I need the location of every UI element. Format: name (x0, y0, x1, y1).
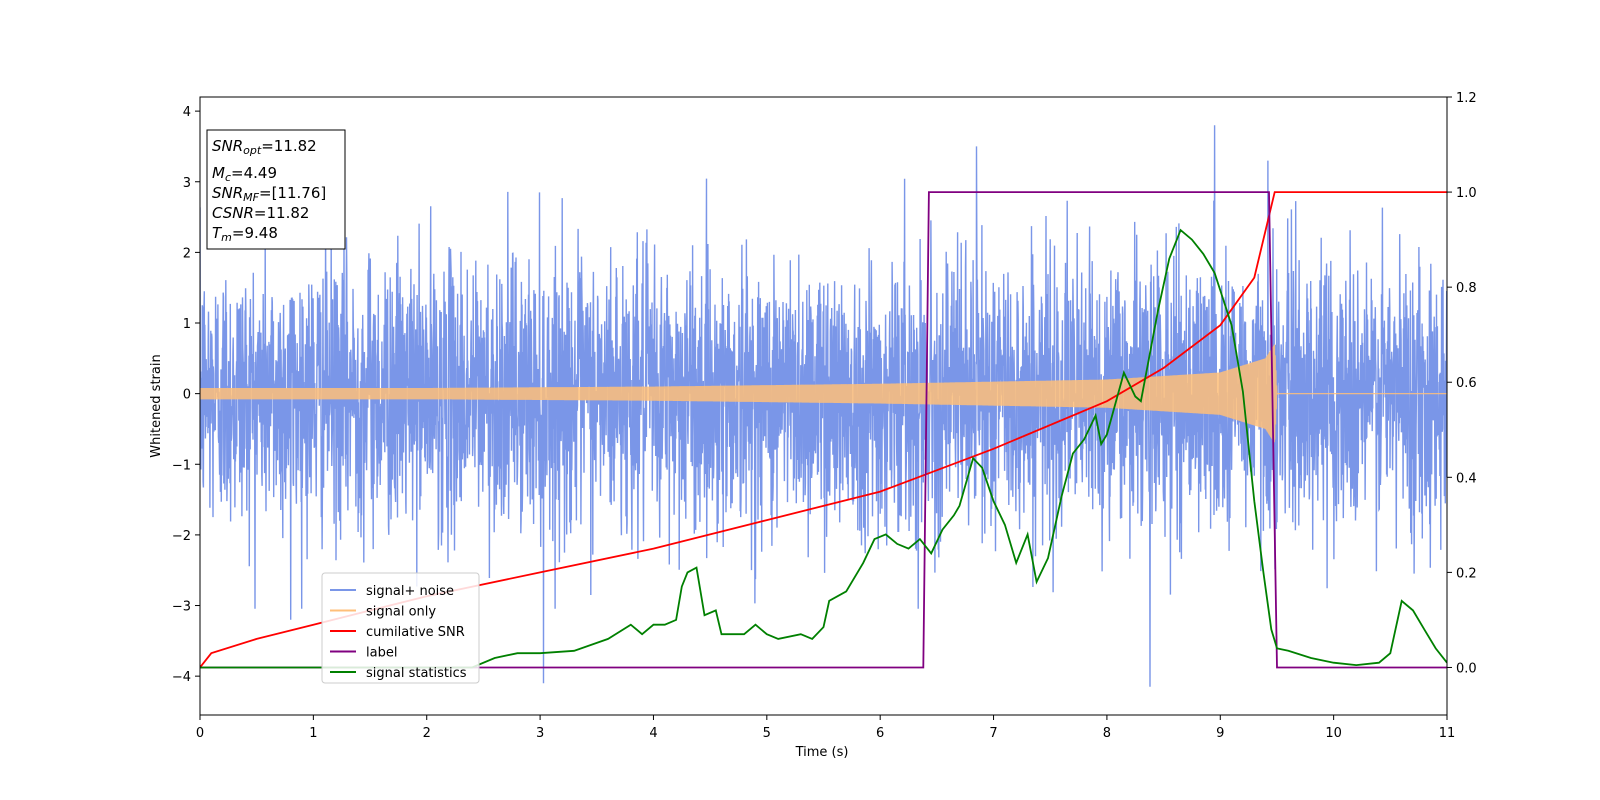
y-left-tick-label: −4 (172, 670, 191, 685)
y-left-tick-label: 4 (183, 105, 191, 120)
series-layer (200, 125, 1447, 687)
legend-entry: signal only (366, 605, 436, 620)
y-left-tick-label: 2 (183, 246, 191, 261)
y-left-tick-label: −2 (172, 529, 191, 544)
info-csnr: CSNR=11.82 (212, 204, 309, 222)
series-signal-statistics (200, 228, 1447, 669)
y-left-tick-label: 0 (183, 388, 191, 403)
y-right-tick-label: 0.0 (1456, 661, 1477, 676)
x-tick-label: 2 (423, 726, 431, 741)
x-tick-label: 1 (309, 726, 317, 741)
x-tick-label: 3 (536, 726, 544, 741)
y-axis-left: 4 3 2 1 0 −1 −2 −3 −4 (172, 105, 200, 685)
x-axis: 0 1 2 3 4 5 6 7 8 9 10 11 (196, 715, 1455, 741)
x-tick-label: 4 (649, 726, 657, 741)
x-tick-label: 0 (196, 726, 204, 741)
y-axis-right: 1.2 1.0 0.8 0.6 0.4 0.2 0.0 (1447, 91, 1477, 676)
y-left-tick-label: 1 (183, 317, 191, 332)
x-tick-label: 11 (1439, 726, 1456, 741)
info-mc: Mc=4.49 (212, 164, 277, 184)
y-left-tick-label: 3 (183, 176, 191, 191)
y-right-tick-label: 1.0 (1456, 186, 1477, 201)
y-axis-label: Whitened strain (149, 354, 164, 457)
info-snr-mf: SNRMF=[11.76] (212, 184, 326, 204)
info-snr-opt: SNRopt=11.82 (212, 137, 317, 157)
x-tick-label: 8 (1103, 726, 1111, 741)
x-tick-label: 9 (1216, 726, 1224, 741)
x-tick-label: 7 (989, 726, 997, 741)
legend-entry: signal+ noise (366, 584, 454, 599)
y-right-tick-label: 0.8 (1456, 281, 1477, 296)
legend-entry: cumilative SNR (366, 625, 465, 640)
x-tick-label: 6 (876, 726, 884, 741)
info-tm: Tm=9.48 (212, 224, 278, 244)
y-left-tick-label: −3 (172, 600, 191, 615)
series-cumulative-snr (200, 191, 1447, 669)
x-axis-label: Time (s) (795, 745, 849, 760)
plot-area-frame (199, 96, 1448, 716)
legend-entry: signal statistics (366, 666, 467, 681)
series-label (200, 191, 1447, 669)
legend-entry: label (366, 646, 397, 661)
y-right-tick-label: 0.6 (1456, 376, 1477, 391)
x-tick-label: 10 (1325, 726, 1342, 741)
y-right-tick-label: 0.2 (1456, 566, 1477, 581)
y-right-tick-label: 0.4 (1456, 471, 1477, 486)
y-left-tick-label: −1 (172, 458, 191, 473)
info-box-frame (206, 129, 346, 250)
x-tick-label: 5 (763, 726, 771, 741)
y-right-tick-label: 1.2 (1456, 91, 1477, 106)
legend-frame (321, 572, 480, 684)
info-box: SNRopt=11.82 Mc=4.49 SNRMF=[11.76] CSNR=… (206, 129, 346, 250)
legend: signal+ noise signal only cumilative SNR la… (321, 572, 480, 684)
